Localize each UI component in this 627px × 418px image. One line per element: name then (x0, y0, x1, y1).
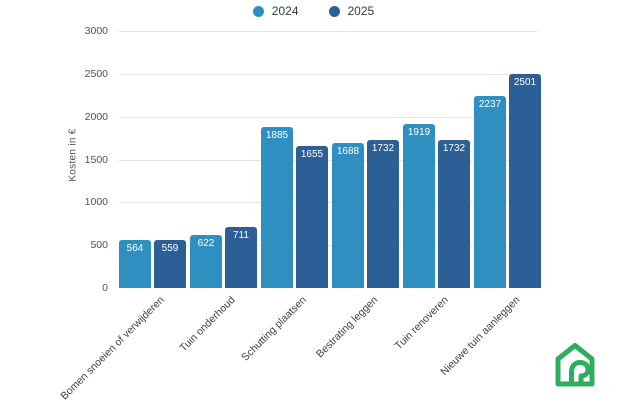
x-category-label: Schutting plaatsen (239, 294, 309, 364)
bar-value-label: 2237 (478, 99, 502, 111)
gridline (119, 159, 537, 161)
gridline (119, 73, 537, 75)
x-category-label: Bestrating leggen (313, 294, 380, 361)
bar-2024: 564 (119, 239, 151, 288)
bar-2025: 1732 (367, 139, 399, 288)
bar-2025: 711 (225, 227, 257, 288)
legend-label: 2025 (347, 4, 375, 18)
bar-2025: 1732 (438, 139, 470, 288)
x-category-label: Nieuwe tuin aanleggen (437, 294, 522, 379)
y-tick-label: 3000 (84, 25, 108, 37)
y-tick-label: 1000 (84, 196, 108, 209)
legend-label: 2024 (271, 4, 299, 18)
bar-2024: 1885 (261, 126, 293, 288)
x-category-label: Bomen snoeien of verwijderen (58, 294, 167, 403)
bar-value-label: 1919 (407, 126, 431, 138)
x-category-label: Tuin renoveren (392, 294, 451, 353)
bar-2024: 1919 (403, 123, 435, 288)
y-tick-label: 1500 (84, 153, 108, 166)
legend: 2024 2025 (0, 4, 627, 18)
y-tick-label: 500 (90, 239, 108, 252)
bar-value-label: 2501 (513, 76, 537, 88)
bar-value-label: 711 (233, 230, 249, 242)
bar-value-label: 1732 (371, 142, 395, 154)
x-category-label: Tuin onderhoud (177, 294, 238, 355)
bar-value-label: 1655 (300, 149, 324, 161)
y-tick-label: 2000 (84, 110, 108, 123)
bar-value-label: 564 (126, 242, 144, 254)
bar-2025: 2501 (509, 73, 541, 288)
gridline (119, 202, 537, 204)
gridline (119, 116, 537, 118)
gridline (119, 245, 537, 247)
bar-value-label: 1885 (265, 129, 289, 141)
bar-2024: 2237 (474, 96, 506, 288)
y-tick-label: 0 (102, 282, 108, 294)
bar-value-label: 559 (161, 243, 179, 255)
legend-dot-icon (328, 5, 340, 17)
bar-value-label: 1732 (442, 142, 466, 154)
legend-dot-icon (252, 5, 264, 17)
bar-2024: 1688 (332, 143, 364, 288)
legend-item-2024[interactable]: 2024 (252, 4, 299, 18)
y-tick-label: 2500 (84, 67, 108, 80)
bar-2025: 1655 (296, 146, 328, 288)
bar-2025: 559 (154, 240, 186, 288)
legend-item-2025[interactable]: 2025 (328, 4, 375, 18)
bar-value-label: 622 (197, 237, 215, 249)
bar-2024: 622 (190, 234, 222, 288)
house-logo (555, 343, 595, 387)
gridline (119, 31, 537, 32)
bar-value-label: 1688 (336, 146, 360, 158)
